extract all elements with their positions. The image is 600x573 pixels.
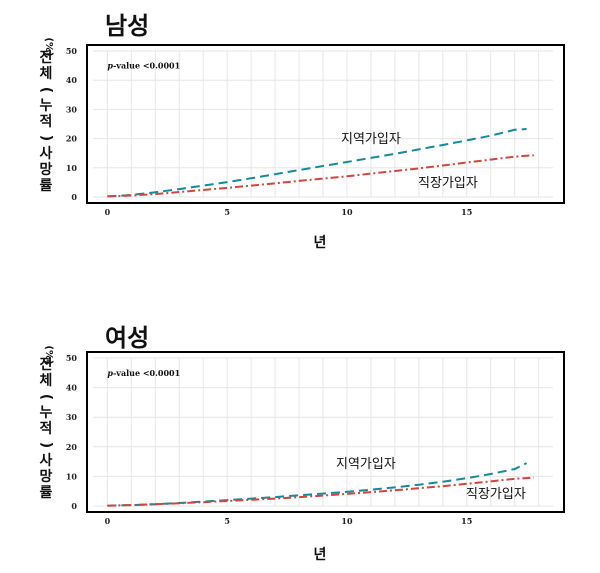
y-tick-label: 20 bbox=[66, 442, 78, 452]
y-axis-unit: (%) bbox=[43, 37, 54, 56]
y-axis-title-char: 누 bbox=[40, 405, 53, 421]
x-tick-label: 5 bbox=[224, 516, 230, 526]
y-axis-title-char: 누 bbox=[40, 98, 53, 114]
x-tick-label: 15 bbox=[461, 516, 472, 526]
y-axis-title-char: 률 bbox=[40, 484, 53, 501]
y-axis-title-char: 적 bbox=[40, 113, 53, 130]
y-tick-label: 0 bbox=[71, 192, 77, 202]
series-label-1: 직장가입자 bbox=[418, 176, 478, 191]
chart-title-female: 여성 bbox=[105, 324, 150, 352]
y-axis-title-char: 전 bbox=[40, 49, 53, 66]
y-axis-title-char: 망 bbox=[40, 161, 53, 178]
p-value-annotation: p-value <0.0001 bbox=[107, 61, 180, 71]
series-line-1 bbox=[107, 476, 534, 507]
x-tick-label: 15 bbox=[461, 207, 472, 217]
x-tick-label: 10 bbox=[341, 207, 353, 217]
y-tick-label: 40 bbox=[66, 383, 78, 393]
y-tick-label: 20 bbox=[66, 134, 78, 144]
y-axis-title-char: ) bbox=[38, 135, 54, 141]
x-axis-title: 년 bbox=[314, 235, 327, 251]
y-tick-label: 10 bbox=[66, 163, 78, 173]
x-axis-title: 년 bbox=[314, 547, 327, 563]
y-axis-title-char: 체 bbox=[40, 373, 53, 389]
y-axis-title-char: 망 bbox=[40, 468, 53, 485]
x-tick-label: 0 bbox=[105, 207, 111, 217]
y-axis-title-char: 률 bbox=[40, 177, 53, 194]
y-axis-title-char: 전 bbox=[40, 356, 53, 373]
series-label-0: 지역가입자 bbox=[341, 132, 401, 147]
series-label-0: 지역가입자 bbox=[336, 457, 396, 472]
y-axis-unit: (%) bbox=[43, 345, 54, 364]
y-tick-label: 50 bbox=[66, 46, 78, 56]
y-tick-label: 10 bbox=[66, 471, 78, 481]
chart-frame bbox=[86, 44, 565, 204]
series-line-0 bbox=[107, 128, 527, 198]
chart-title-male: 남성 bbox=[105, 12, 150, 40]
y-axis-title-char: 적 bbox=[40, 420, 53, 437]
chart-frame bbox=[86, 351, 565, 513]
y-axis-title-char: ) bbox=[38, 442, 54, 448]
x-tick-label: 5 bbox=[224, 207, 230, 217]
y-axis-title-char: ( bbox=[38, 87, 54, 93]
y-tick-label: 30 bbox=[66, 104, 78, 114]
y-axis-title-char: ( bbox=[38, 394, 54, 400]
y-axis-title-char: 체 bbox=[40, 66, 53, 82]
x-tick-label: 10 bbox=[341, 516, 353, 526]
x-tick-label: 0 bbox=[105, 516, 111, 526]
p-value-annotation: p-value <0.0001 bbox=[107, 368, 180, 378]
y-tick-label: 40 bbox=[66, 75, 78, 85]
y-tick-label: 0 bbox=[71, 501, 77, 511]
y-axis-title-char: 사 bbox=[40, 146, 53, 162]
series-label-1: 직장가입자 bbox=[466, 487, 526, 502]
y-axis-title-char: 사 bbox=[40, 453, 53, 469]
y-tick-label: 50 bbox=[66, 353, 78, 363]
y-tick-label: 30 bbox=[66, 412, 78, 422]
